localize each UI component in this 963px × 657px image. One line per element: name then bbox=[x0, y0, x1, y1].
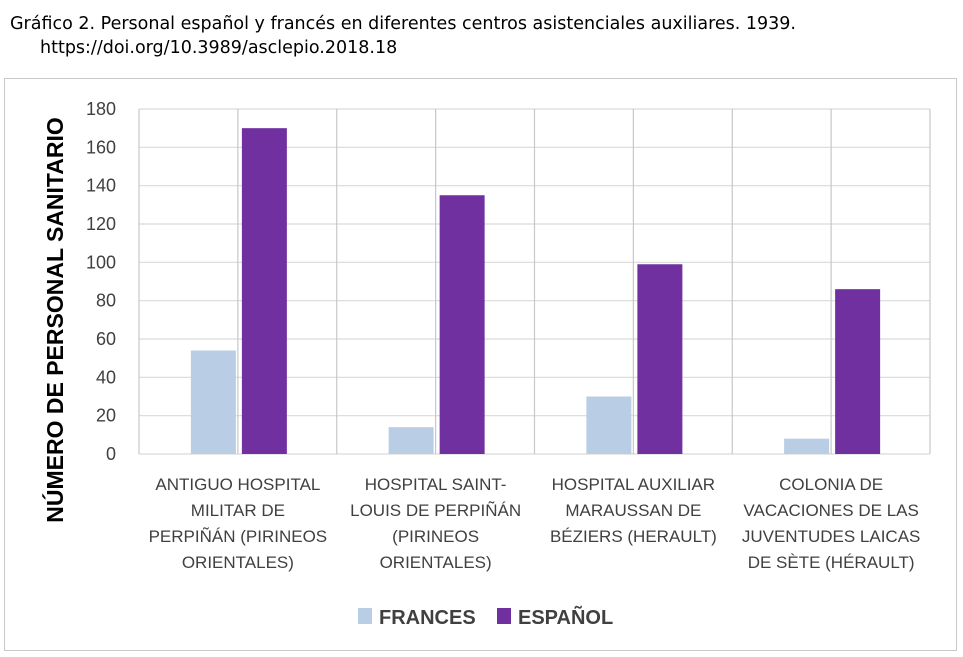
caption-line-1: Gráfico 2. Personal español y francés en… bbox=[10, 14, 796, 34]
y-tick-label: 180 bbox=[86, 99, 116, 119]
y-tick-label: 140 bbox=[86, 176, 116, 196]
bar-frances bbox=[586, 396, 632, 454]
bar-frances bbox=[784, 438, 830, 454]
bar-frances bbox=[388, 427, 434, 454]
figure-caption: Gráfico 2. Personal español y francés en… bbox=[10, 12, 955, 60]
bar-español bbox=[637, 264, 683, 454]
bar-español bbox=[835, 289, 881, 454]
caption-doi-link[interactable]: https://doi.org/10.3989/asclepio.2018.18 bbox=[40, 38, 398, 58]
y-tick-label: 0 bbox=[106, 444, 116, 464]
legend-label-español: ESPAÑOL bbox=[518, 606, 613, 629]
bars bbox=[190, 128, 881, 454]
x-category-label: COLONIA DE VACACIONES DE LAS JUVENTUDES LA… bbox=[742, 475, 921, 572]
x-category-label: HOSPITAL SAINT-LOUIS DE PERPIÑÁN (PIRINEO… bbox=[350, 475, 521, 572]
y-axis-label: NÚMERO DE PERSONAL SANITARIO bbox=[41, 117, 68, 523]
y-tick-label: 80 bbox=[96, 291, 116, 311]
x-axis-categories: ANTIGUO HOSPITAL MILITAR DE PERPIÑÁN (PIRI… bbox=[149, 475, 921, 572]
legend-label-frances: FRANCES bbox=[379, 607, 476, 629]
legend: FRANCES ESPAÑOL bbox=[358, 606, 613, 629]
y-tick-label: 40 bbox=[96, 367, 116, 387]
y-tick-label: 160 bbox=[86, 137, 116, 157]
y-tick-label: 20 bbox=[96, 406, 116, 426]
y-tick-label: 60 bbox=[96, 329, 116, 349]
bar-español bbox=[241, 128, 287, 454]
x-category-label: ANTIGUO HOSPITAL MILITAR DE PERPIÑÁN (PIRI… bbox=[149, 475, 328, 572]
y-tick-label: 120 bbox=[86, 214, 116, 234]
bar-frances bbox=[190, 350, 236, 454]
legend-swatch-frances bbox=[358, 608, 372, 624]
legend-swatch-español bbox=[497, 608, 511, 624]
x-category-label: HOSPITAL AUXILIAR MARAUSSAN DE BÉZIERS (HE… bbox=[550, 475, 717, 546]
y-axis-ticks: 0 20 40 60 80 100 120 140 160 180 bbox=[86, 99, 116, 464]
bar-español bbox=[439, 195, 485, 454]
y-tick-label: 100 bbox=[86, 252, 116, 272]
